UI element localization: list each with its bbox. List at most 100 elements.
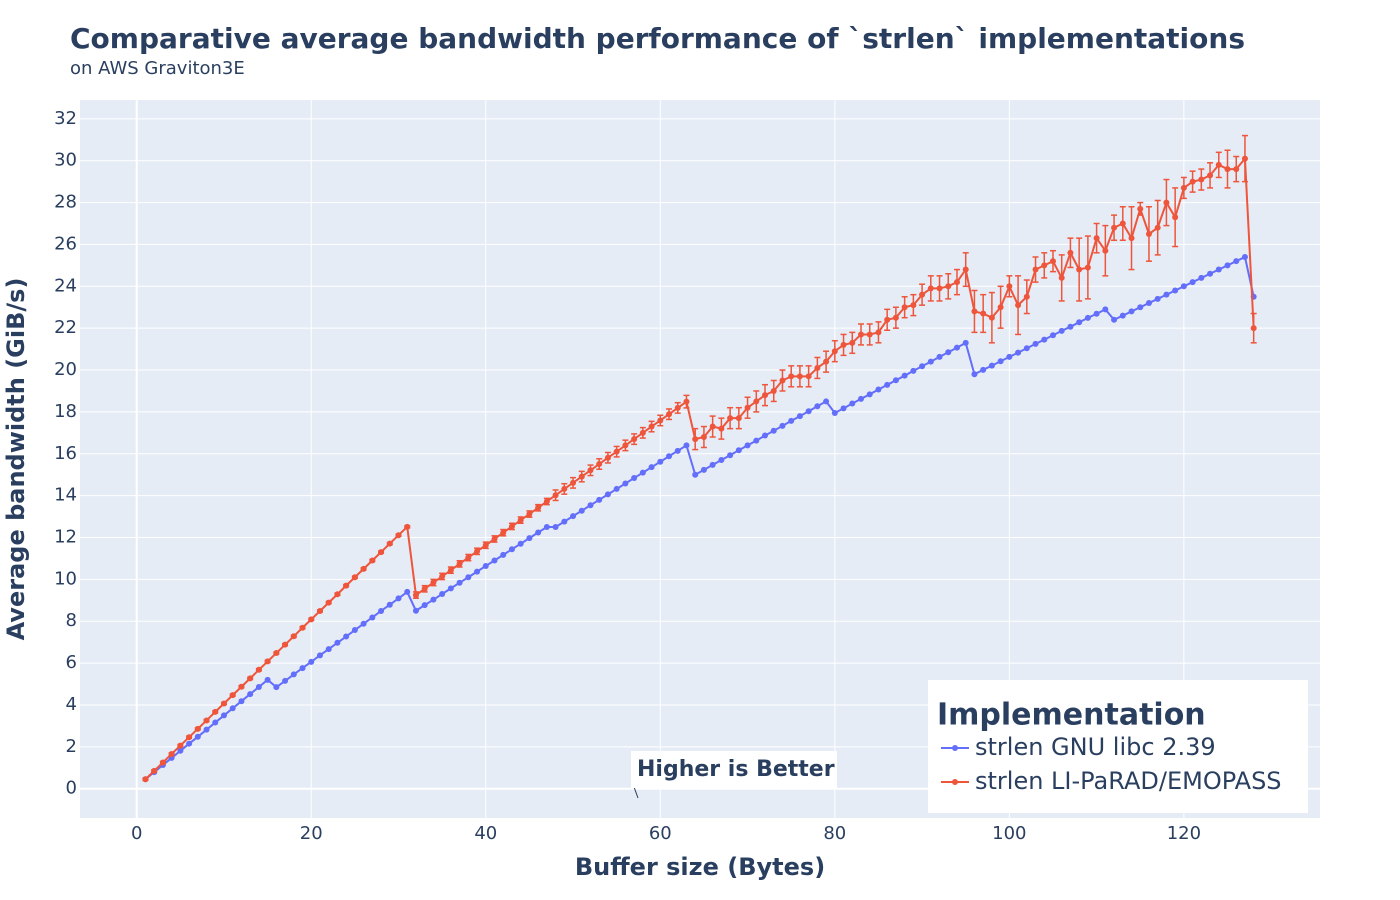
point <box>1023 345 1030 352</box>
x-tick-label: 80 <box>823 823 846 844</box>
point <box>779 422 786 429</box>
point <box>927 358 934 365</box>
point <box>910 302 917 309</box>
point <box>508 523 515 530</box>
point <box>447 567 454 574</box>
point <box>395 595 402 602</box>
y-tick-label: 12 <box>54 526 77 547</box>
point <box>753 398 760 405</box>
point <box>378 607 385 614</box>
point <box>718 457 725 464</box>
point <box>1172 214 1179 221</box>
point <box>866 331 873 338</box>
point <box>500 529 507 536</box>
x-tick-label: 20 <box>300 823 323 844</box>
point <box>700 434 707 441</box>
point <box>194 733 201 740</box>
point <box>596 496 603 503</box>
point <box>962 339 969 346</box>
y-tick-label: 30 <box>54 150 77 171</box>
point <box>465 574 472 581</box>
point <box>1145 300 1152 307</box>
point <box>247 691 254 698</box>
point <box>980 366 987 373</box>
point <box>517 540 524 547</box>
point <box>343 633 350 640</box>
legend-title: Implementation <box>937 698 1206 733</box>
point <box>351 627 358 634</box>
point <box>587 502 594 509</box>
point <box>945 349 952 356</box>
point <box>1093 310 1100 317</box>
point <box>674 447 681 454</box>
point <box>255 683 262 690</box>
point <box>212 719 219 726</box>
point <box>796 373 803 380</box>
point <box>369 614 376 621</box>
point <box>884 316 891 323</box>
chart-title: Comparative average bandwidth performanc… <box>70 22 1245 55</box>
point <box>273 684 280 691</box>
point <box>412 592 419 599</box>
point <box>1015 302 1022 309</box>
point <box>762 432 769 439</box>
point <box>325 599 332 606</box>
marks <box>142 134 1257 783</box>
point <box>465 554 472 561</box>
point <box>378 549 385 556</box>
point <box>212 708 219 715</box>
point <box>683 442 690 449</box>
chart-subtitle: on AWS Graviton3E <box>70 58 245 79</box>
point <box>1241 253 1248 260</box>
point <box>578 473 585 480</box>
point <box>1233 258 1240 265</box>
point <box>657 458 664 465</box>
point <box>639 429 646 436</box>
y-tick-label: 6 <box>66 652 77 673</box>
point <box>1049 258 1056 265</box>
point <box>727 452 734 459</box>
point <box>700 466 707 473</box>
point <box>430 596 437 603</box>
point <box>988 314 995 321</box>
point <box>1137 304 1144 311</box>
annotation: Higher is Better <box>637 757 835 782</box>
point <box>517 517 524 524</box>
point <box>927 285 934 292</box>
point <box>255 666 262 673</box>
point <box>1006 353 1013 360</box>
point <box>151 767 158 774</box>
point <box>1180 283 1187 290</box>
grid <box>80 100 1320 818</box>
y-tick-label: 32 <box>54 108 77 129</box>
annotation-arrow <box>633 786 639 799</box>
point <box>692 436 699 443</box>
point <box>1058 274 1065 281</box>
point <box>849 400 856 407</box>
point <box>953 344 960 351</box>
point <box>1067 249 1074 256</box>
point <box>316 607 323 614</box>
point <box>334 639 341 646</box>
point <box>1006 283 1013 290</box>
point <box>404 588 411 595</box>
point <box>168 750 175 757</box>
point <box>980 310 987 317</box>
point <box>282 677 289 684</box>
point <box>229 692 236 699</box>
point <box>474 548 481 555</box>
point <box>404 523 411 530</box>
point <box>936 285 943 292</box>
point <box>823 398 830 405</box>
point <box>1128 308 1135 315</box>
point <box>1189 279 1196 286</box>
y-tick-label: 8 <box>66 610 77 631</box>
point <box>308 658 315 665</box>
point <box>308 616 315 623</box>
point <box>866 391 873 398</box>
point <box>1119 312 1126 319</box>
point <box>814 403 821 410</box>
point <box>604 491 611 498</box>
